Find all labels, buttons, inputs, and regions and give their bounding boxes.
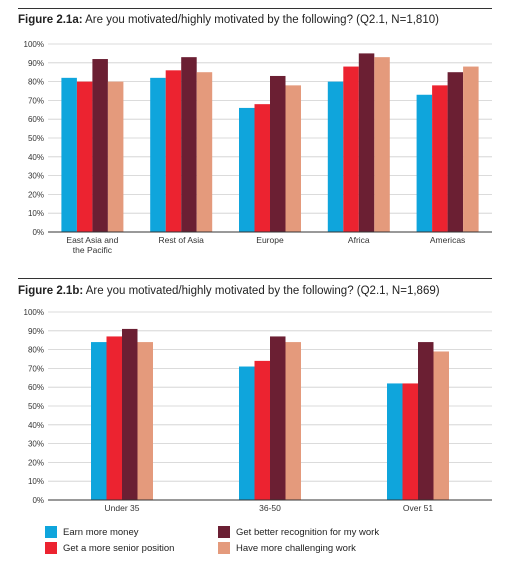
bar xyxy=(433,351,449,500)
y-tick-label: 80% xyxy=(28,346,44,355)
x-category-label: 36-50 xyxy=(259,503,281,513)
bar xyxy=(358,53,375,233)
y-tick-label: 30% xyxy=(28,440,44,449)
y-tick-label: 0% xyxy=(32,496,44,505)
legend-label-earn-money: Earn more money xyxy=(63,526,139,538)
x-category-label: Under 35 xyxy=(105,503,140,513)
x-category-label: East Asia and the Pacific xyxy=(66,235,118,255)
bar xyxy=(196,72,213,232)
y-tick-label: 10% xyxy=(28,477,44,486)
bar xyxy=(285,342,301,500)
y-tick-label: 40% xyxy=(28,153,44,162)
y-tick-label: 80% xyxy=(28,78,44,87)
y-tick-label: 60% xyxy=(28,383,44,392)
y-tick-label: 0% xyxy=(32,228,44,237)
figure-title-1-lead: Figure 2.1a: xyxy=(18,14,83,26)
bar xyxy=(150,77,166,232)
bar xyxy=(418,342,434,500)
bar xyxy=(270,75,286,233)
top-rule-1 xyxy=(18,8,492,9)
x-category-label: Europe xyxy=(256,235,284,245)
y-tick-label: 30% xyxy=(28,172,44,181)
y-tick-label: 20% xyxy=(28,190,44,199)
bar xyxy=(61,77,77,232)
bar xyxy=(137,342,153,500)
bar xyxy=(432,85,448,232)
bar xyxy=(387,383,403,500)
figure-title-2: Figure 2.1b: Are you motivated/highly mo… xyxy=(18,285,440,297)
x-category-label: Africa xyxy=(348,235,370,245)
bar xyxy=(343,66,359,232)
bar xyxy=(270,336,286,500)
bar xyxy=(374,57,390,232)
bar xyxy=(327,81,344,232)
y-tick-label: 100% xyxy=(24,40,44,49)
bar xyxy=(416,94,433,232)
x-category-label: Americas xyxy=(430,235,465,245)
legend-label-senior-position: Get a more senior position xyxy=(63,542,175,554)
bar xyxy=(165,70,182,232)
figure-title-2-text: Are you motivated/highly motivated by th… xyxy=(83,285,440,297)
y-tick-label: 10% xyxy=(28,209,44,218)
bar xyxy=(92,59,108,232)
bar-chart-regions: 0% 10% 20% 30% 40% 50% 60% 70% 80% 90% 100% East As… xyxy=(24,40,492,255)
bar xyxy=(402,383,418,500)
bar xyxy=(107,81,124,232)
y-tick-label: 50% xyxy=(28,134,44,143)
figure-title-1: Figure 2.1a: Are you motivated/highly mo… xyxy=(18,14,439,26)
legend-item-earn-money: Earn more money xyxy=(45,526,139,538)
legend-label-challenging-work: Have more challenging work xyxy=(236,542,356,554)
bar xyxy=(181,57,197,232)
y-tick-label: 100% xyxy=(24,308,44,317)
x-category-label: Over 51 xyxy=(403,503,434,513)
y-tick-label: 70% xyxy=(28,364,44,373)
bar xyxy=(91,342,107,500)
legend-item-senior-position: Get a more senior position xyxy=(45,542,174,554)
bar xyxy=(239,366,255,500)
y-tick-label: 40% xyxy=(28,421,44,430)
y-tick-label: 60% xyxy=(28,115,44,124)
legend-swatch-earn-money xyxy=(45,526,57,538)
x-category-label: Rest of Asia xyxy=(159,235,205,245)
bar xyxy=(254,360,270,500)
legend-label-recognition: Get better recognition for my work xyxy=(236,526,380,538)
legend-item-recognition: Get better recognition for my work xyxy=(218,526,379,538)
bar xyxy=(463,66,479,232)
legend-swatch-recognition xyxy=(218,526,230,538)
legend-item-challenging-work: Have more challenging work xyxy=(218,542,356,554)
legend-swatch-challenging-work xyxy=(218,542,230,554)
y-tick-label: 20% xyxy=(28,458,44,467)
y-tick-label: 90% xyxy=(28,59,44,68)
bar xyxy=(76,81,93,232)
bar xyxy=(285,85,301,232)
bar-chart-age-groups: 0% 10% 20% 30% 40% 50% 60% 70% 80% 90% 100% Under 3… xyxy=(24,308,492,513)
y-tick-label: 70% xyxy=(28,96,44,105)
bar xyxy=(106,336,122,500)
y-tick-label: 90% xyxy=(28,327,44,336)
bar xyxy=(447,72,464,232)
top-rule-2 xyxy=(18,278,492,279)
bar xyxy=(254,104,270,232)
y-tick-label: 50% xyxy=(28,402,44,411)
bar xyxy=(122,328,138,500)
bar xyxy=(239,107,255,232)
figure-title-2-lead: Figure 2.1b: xyxy=(18,285,84,297)
figure-title-1-text: Are you motivated/highly motivated by th… xyxy=(82,14,439,26)
chart-legend: Earn more money Get better recognition f… xyxy=(0,518,510,562)
legend-swatch-senior-position xyxy=(45,542,57,554)
